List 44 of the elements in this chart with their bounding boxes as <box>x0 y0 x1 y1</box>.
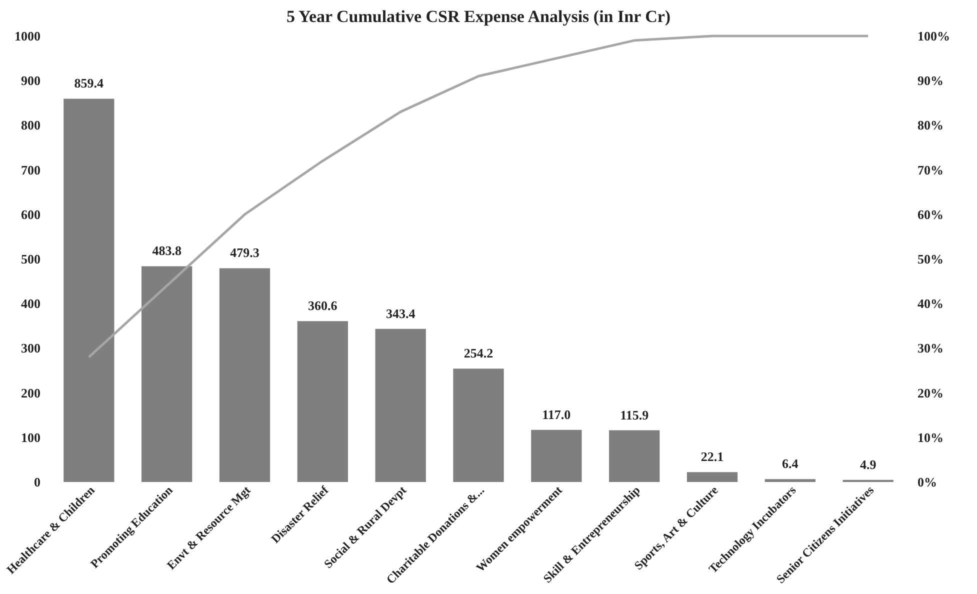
y-tick-label: 100 <box>21 430 40 445</box>
data-label: 483.8 <box>152 243 182 258</box>
y-tick-label: 900 <box>21 73 40 88</box>
data-label: 343.4 <box>386 306 416 321</box>
data-label: 859.4 <box>74 76 104 91</box>
y2-tick-label: 50% <box>918 252 944 266</box>
bar <box>142 266 192 482</box>
y2-tick-label: 0% <box>918 474 937 490</box>
y-tick-label: 800 <box>21 118 40 133</box>
y2-tick-label: 80% <box>918 118 944 133</box>
y2-tick-label: 90% <box>918 73 944 88</box>
y-tick-label: 500 <box>21 252 40 266</box>
y-tick-label: 0 <box>34 474 40 490</box>
bar <box>531 430 582 482</box>
data-label: 117.0 <box>542 406 571 422</box>
data-label: 115.9 <box>620 407 650 422</box>
bar <box>686 472 738 482</box>
data-label: 360.6 <box>308 298 338 314</box>
y2-tick-label: 20% <box>918 385 944 400</box>
bar <box>219 268 270 482</box>
data-label: 4.9 <box>860 456 877 472</box>
bar <box>609 430 660 482</box>
y2-tick-label: 70% <box>918 162 944 178</box>
y-tick-label: 700 <box>21 162 40 178</box>
y2-tick-label: 30% <box>918 340 944 356</box>
y-tick-label: 400 <box>21 296 40 312</box>
bar <box>375 328 426 482</box>
y-tick-label: 600 <box>21 206 40 222</box>
y2-tick-label: 10% <box>918 430 944 445</box>
y-tick-label: 1000 <box>14 28 40 44</box>
y2-tick-label: 100% <box>918 28 950 44</box>
bar <box>64 98 114 482</box>
data-label: 22.1 <box>700 449 724 464</box>
data-label: 479.3 <box>230 245 260 260</box>
bar <box>764 479 816 482</box>
y-tick-label: 200 <box>21 385 40 400</box>
y2-tick-label: 40% <box>918 296 944 312</box>
data-label: 6.4 <box>782 456 799 472</box>
bar <box>453 368 504 482</box>
data-label: 254.2 <box>464 346 494 361</box>
y-tick-label: 300 <box>21 340 40 356</box>
chart-title: 5 Year Cumulative CSR Expense Analysis (in Inr Cr) <box>286 7 671 26</box>
bar <box>297 321 348 482</box>
y2-tick-label: 60% <box>918 206 944 222</box>
